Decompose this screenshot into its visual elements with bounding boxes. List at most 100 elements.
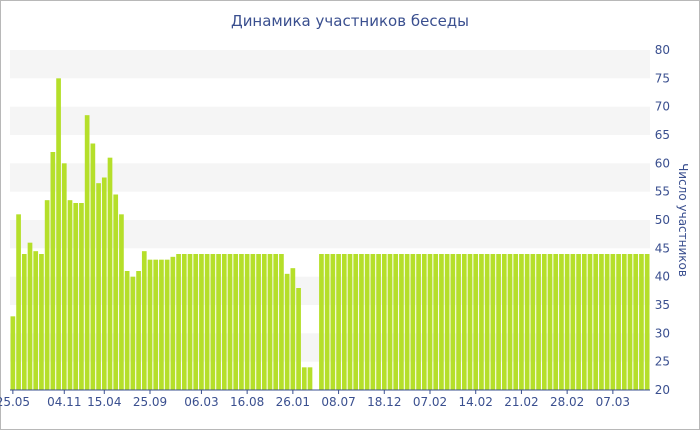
bar	[153, 259, 159, 390]
bar	[16, 214, 21, 390]
bar	[267, 254, 273, 390]
y-tick-label: 30	[655, 326, 670, 340]
bar	[416, 254, 421, 390]
bar	[124, 271, 130, 390]
bar	[484, 254, 490, 390]
x-tick-label: 16.08	[230, 395, 264, 409]
bar	[330, 254, 336, 390]
bar	[433, 254, 439, 390]
x-tick-label: 25.09	[133, 395, 167, 409]
x-tick-label: 06.03	[184, 395, 218, 409]
bar	[513, 254, 519, 390]
bar	[444, 254, 450, 390]
bar	[159, 259, 164, 390]
bar	[239, 254, 244, 390]
bar	[216, 254, 221, 390]
x-tick-label: 26.01	[276, 395, 310, 409]
bar	[296, 288, 301, 390]
bar	[244, 254, 250, 390]
bar	[496, 254, 501, 390]
bar	[376, 254, 381, 390]
bar	[113, 194, 119, 390]
bar	[221, 254, 227, 390]
x-tick-label: 21.02	[504, 395, 538, 409]
bar	[44, 200, 50, 390]
bar	[273, 254, 279, 390]
bar	[547, 254, 553, 390]
bar	[524, 254, 530, 390]
bar	[581, 254, 587, 390]
bar	[439, 254, 444, 390]
bar	[181, 254, 187, 390]
bar	[256, 254, 261, 390]
bar	[336, 254, 341, 390]
grid-band	[10, 106, 650, 135]
bar	[170, 256, 176, 390]
y-tick-label: 20	[655, 383, 670, 397]
bar	[73, 203, 79, 390]
bar	[479, 254, 484, 390]
bar	[101, 177, 107, 390]
y-tick-label: 55	[655, 185, 670, 199]
bar	[210, 254, 216, 390]
bar	[250, 254, 256, 390]
bar	[387, 254, 393, 390]
bar	[599, 254, 604, 390]
bar	[130, 276, 136, 390]
bar	[536, 254, 541, 390]
bar	[490, 254, 496, 390]
bar	[164, 259, 170, 390]
y-tick-label: 70	[655, 100, 670, 114]
bar	[84, 115, 90, 391]
bar	[461, 254, 467, 390]
bar	[204, 254, 210, 390]
bar	[227, 254, 233, 390]
chart-title: Динамика участников беседы	[230, 12, 470, 30]
bar	[359, 254, 364, 390]
bar	[90, 143, 96, 390]
bar	[399, 254, 404, 390]
bar	[404, 254, 410, 390]
bar	[467, 254, 473, 390]
x-tick-label: 28.02	[550, 395, 584, 409]
bar	[559, 254, 564, 390]
bar	[39, 254, 44, 390]
bar	[284, 273, 290, 390]
bar	[530, 254, 536, 390]
bar	[593, 254, 599, 390]
y-tick-label: 25	[655, 355, 670, 369]
bar	[501, 254, 507, 390]
bar	[319, 254, 324, 390]
bar	[570, 254, 576, 390]
bar	[301, 367, 307, 390]
bar	[421, 254, 427, 390]
x-tick-label: 08.07	[321, 395, 355, 409]
y-tick-label: 50	[655, 213, 670, 227]
bar	[136, 271, 141, 390]
bar	[324, 254, 330, 390]
x-tick-label: 07.02	[413, 395, 447, 409]
bar	[576, 254, 581, 390]
bar	[21, 254, 27, 390]
bar	[33, 251, 39, 390]
bar	[96, 183, 101, 390]
bar	[519, 254, 524, 390]
bar	[427, 254, 433, 390]
y-tick-labels: 20 25 30 35 40 45 50 55 60 65 70 75 80	[655, 43, 670, 397]
bar	[587, 254, 593, 390]
bar	[290, 268, 296, 390]
bar	[473, 254, 479, 390]
bar	[507, 254, 513, 390]
bar	[193, 254, 199, 390]
bar	[553, 254, 559, 390]
bar	[616, 254, 621, 390]
bar	[307, 367, 313, 390]
x-tick-label: 18.12	[367, 395, 401, 409]
bar	[27, 242, 33, 390]
bar	[107, 157, 113, 390]
bar	[79, 203, 84, 390]
bar	[450, 254, 456, 390]
bars	[10, 78, 650, 391]
y-tick-label: 80	[655, 43, 670, 57]
bar	[261, 254, 267, 390]
